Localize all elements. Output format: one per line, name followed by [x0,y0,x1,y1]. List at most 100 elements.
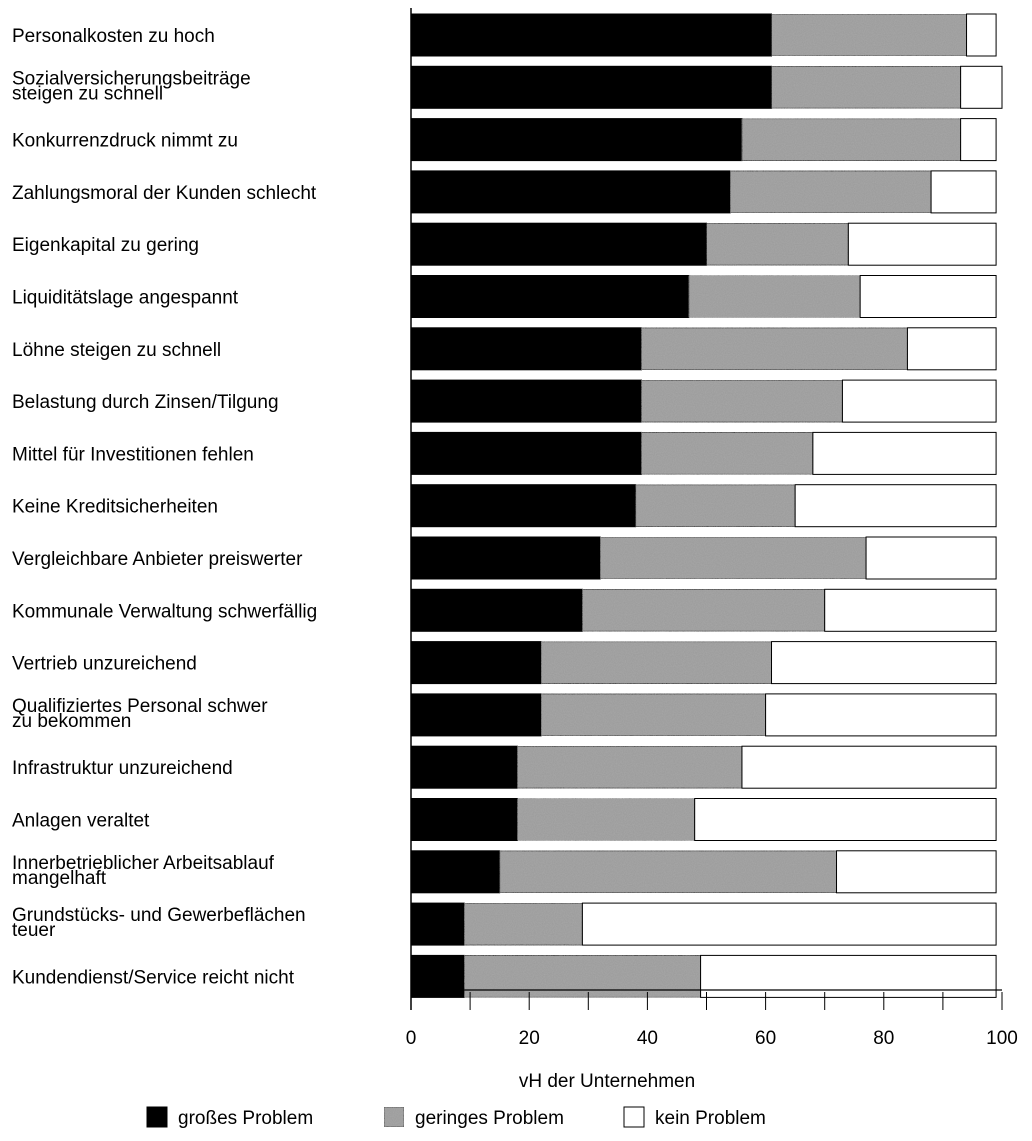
category-label: Kundendienst/Service reicht nicht [12,967,295,988]
x-tick-label: 0 [406,1028,417,1049]
bar-segment-gering [540,641,773,685]
bar-segment-kein [771,641,997,685]
bar-segment-gross [410,170,731,214]
legend-swatch [146,1106,168,1128]
category-label-line: Sozialversicherungsbeiträge [12,68,251,89]
category-label: Eigenkapital zu gering [12,235,199,256]
legend-label: geringes Problem [415,1108,564,1129]
bar-segment-gering [771,65,962,109]
category-label: Grundstücks- und Gewerbeflächen teuer [12,905,306,941]
category-label: Personalkosten zu hoch [12,26,215,47]
legend-label: großes Problem [178,1108,313,1129]
bar-segment-kein [765,693,997,737]
category-label-line: Qualifiziertes Personal schwer [12,696,268,717]
category-label-line: zu bekommen [12,711,131,732]
bar-segment-kein [841,379,997,423]
category-label: Infrastruktur unzureichend [12,758,233,779]
x-tick-label: 40 [637,1028,658,1049]
bar-segment-kein [581,902,997,946]
bar-segment-gross [410,118,743,162]
bar-segment-kein [794,484,997,528]
category-label: Keine Kreditsicherheiten [12,497,218,518]
bar-segment-gross [410,850,501,894]
bar-segment-gross [410,431,642,475]
bar-segment-gross [410,693,542,737]
category-label: Liquiditätslage angespannt [12,288,239,309]
legend-swatch [383,1106,405,1128]
bar-segment-gross [410,745,518,789]
category-label: Sozialversicherungsbeiträge steigen zu sc… [12,68,251,104]
bar-segment-gross [410,588,583,632]
bar-segment-kein [824,588,997,632]
bar-segment-gering [706,222,849,266]
bar-segment-kein [906,327,997,371]
category-label: Anlagen veraltet [12,811,150,832]
bar-segment-gering [640,379,843,423]
bar-segment-kein [694,798,997,841]
bar-segment-gering [581,588,826,632]
category-label: Vertrieb unzureichend [12,654,197,675]
bar-segment-kein [960,118,997,162]
category-labels: Personalkosten zu hoch Sozialversicherung… [12,26,317,988]
bar-segment-gross [410,902,465,946]
bar-segment-gross [410,379,642,423]
bar-segment-gering [729,170,932,214]
category-label: Löhne steigen zu schnell [12,340,221,361]
bar-segment-kein [865,536,997,580]
bar-segment-kein [700,954,997,998]
category-label-line: Innerbetrieblicher Arbeitsablauf [12,853,275,874]
bar-segment-gross [410,641,542,685]
x-tick-label: 100 [986,1028,1018,1049]
legend-label: kein Problem [655,1108,766,1129]
x-axis: 0 20 40 60 80 100 [406,8,1018,1049]
bar-segment-gross [410,954,465,998]
legend-swatch [623,1106,645,1128]
bar-segment-gross [410,13,773,57]
bar-segment-gering [516,798,696,841]
category-label: Mittel für Investitionen fehlen [12,444,254,465]
bar-segment-gering [741,118,962,162]
category-label: Belastung durch Zinsen/Tilgung [12,392,279,413]
x-axis-title: vH der Unternehmen [519,1071,695,1092]
bar-segment-gering [599,536,867,580]
category-label: Kommunale Verwaltung schwerfällig [12,601,317,622]
bar-segment-gross [410,798,518,841]
bar-segment-gering [640,327,908,371]
bar-segment-kein [836,850,997,894]
x-tick-label: 60 [755,1028,776,1049]
category-label-line: Grundstücks- und Gewerbeflächen [12,905,306,926]
bar-segment-gering [771,13,968,57]
bar-segment-kein [930,170,997,214]
category-label: Innerbetrieblicher Arbeitsablauf mangelha… [12,853,275,889]
category-label-line: mangelhaft [12,868,107,889]
bar-segment-gering [463,954,702,998]
bar-segment-kein [859,275,997,318]
bar-segment-gross [410,536,601,580]
bar-segment-gross [410,65,773,109]
category-label: Qualifiziertes Personal schwer zu bekomme… [12,696,268,732]
bar-segment-kein [966,13,997,57]
bar-segment-gering [640,431,814,475]
bar-segment-gering [540,693,767,737]
bar-segment-gering [463,902,583,946]
category-label: Zahlungsmoral der Kunden schlecht [12,183,317,204]
bar-segment-gross [410,275,690,318]
bar-segment-gering [499,850,838,894]
category-label-line: teuer [12,920,56,941]
category-label: Vergleichbare Anbieter preiswerter [12,549,303,570]
bar-segment-kein [960,65,1003,109]
bar-segment-gross [410,484,637,528]
bar-segment-kein [812,431,997,475]
category-label: Konkurrenzdruck nimmt zu [12,131,238,152]
category-label-line: steigen zu schnell [12,83,163,104]
bar-segment-kein [847,222,997,266]
x-tick-label: 80 [873,1028,894,1049]
bars [410,13,1003,998]
bar-segment-gering [516,745,743,789]
x-tick-label: 20 [519,1028,540,1049]
bar-segment-gering [635,484,796,528]
bar-segment-gross [410,327,642,371]
legend: großes Problem geringes Problem kein Probl… [146,1106,766,1129]
bar-segment-gering [688,275,861,318]
